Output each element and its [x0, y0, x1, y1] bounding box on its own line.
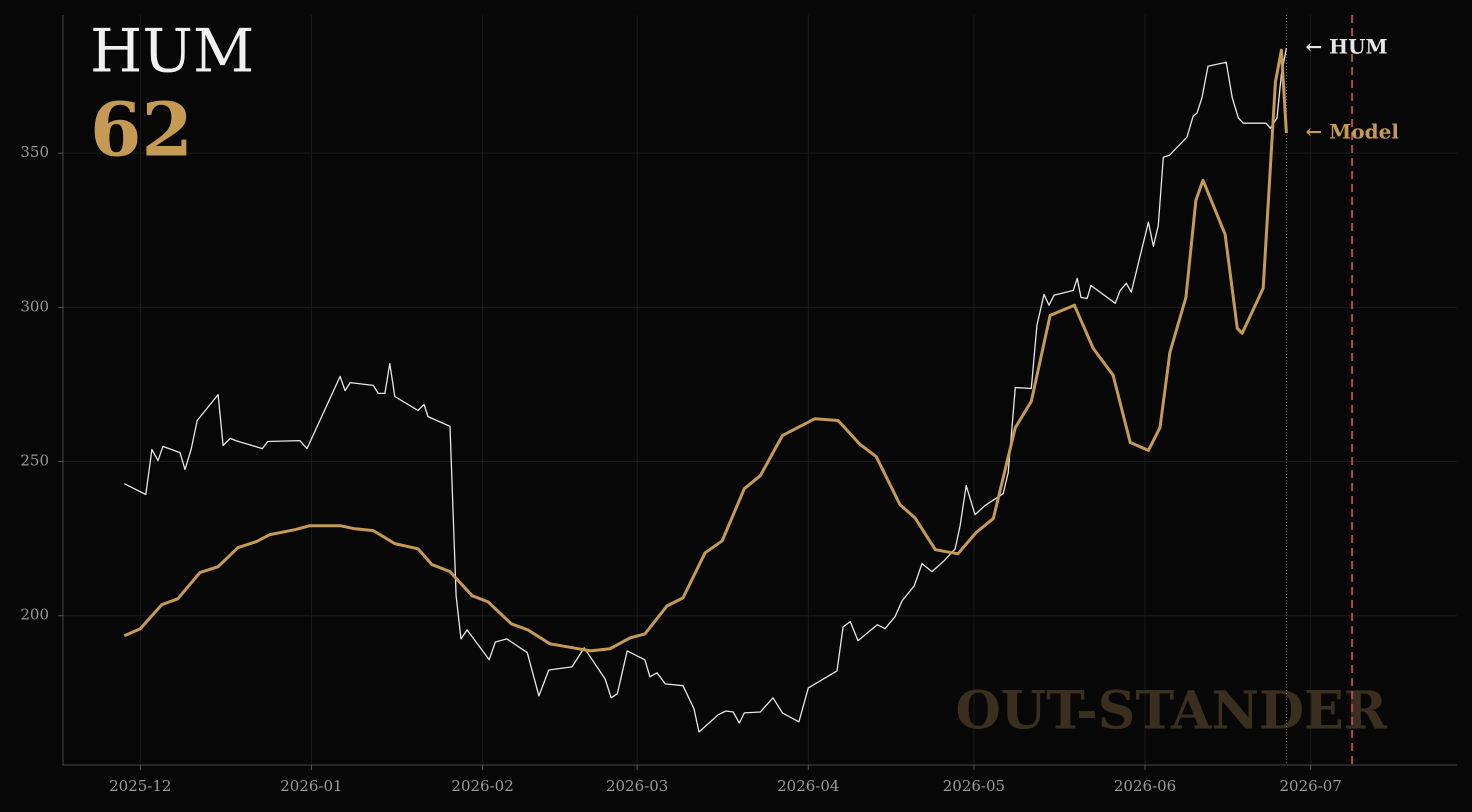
series-line [124, 47, 1288, 733]
y-tick-label: 200 [20, 606, 49, 624]
grid [63, 15, 1457, 765]
x-tick-label: 2026-02 [451, 777, 513, 795]
x-tick-label: 2026-01 [280, 777, 342, 795]
y-tick-label: 250 [20, 452, 49, 470]
series-line [123, 48, 1288, 653]
chart-title: HUM [90, 17, 254, 87]
x-tick-label: 2026-03 [606, 777, 668, 795]
y-tick-label: 350 [20, 143, 49, 161]
score: 62 [90, 88, 193, 174]
watermark: OUT-STANDER [955, 681, 1387, 742]
x-tick-label: 2026-04 [777, 777, 839, 795]
y-tick-label: 300 [20, 297, 49, 315]
series-label: ← HUM [1305, 34, 1387, 58]
x-tick-label: 2026-07 [1280, 777, 1342, 795]
x-tick-label: 2026-06 [1114, 777, 1176, 795]
x-tick-label: 2026-05 [943, 777, 1005, 795]
series-label: ← Model [1305, 120, 1399, 144]
x-tick-label: 2025-12 [109, 777, 171, 795]
